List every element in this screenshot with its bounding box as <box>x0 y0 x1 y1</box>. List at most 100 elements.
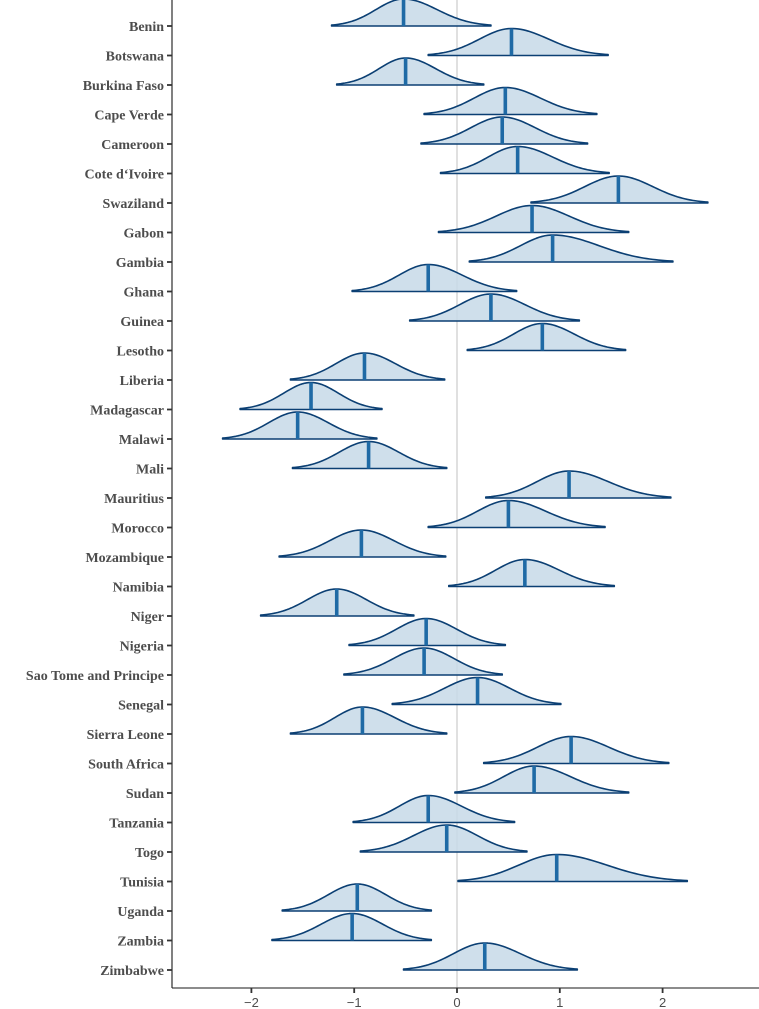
density-outline-gabon <box>437 204 630 234</box>
ridge-namibia <box>447 558 616 588</box>
country-label-togo: Togo <box>135 846 164 861</box>
ridge-tunisia <box>457 853 689 883</box>
ridge-south-africa <box>482 735 670 765</box>
density-area-botswana <box>428 28 609 56</box>
ridge-sierra-leone <box>289 706 448 735</box>
x-tick-label-4: 2 <box>659 995 666 1009</box>
ridge-madagascar <box>239 381 383 411</box>
density-outline-south-africa <box>482 735 670 765</box>
ridge-mauritius <box>484 470 672 499</box>
country-label-niger: Niger <box>131 610 164 625</box>
ridge-cote-d-ivoire <box>439 145 610 175</box>
density-area-lesotho <box>467 323 626 351</box>
density-area-tanzania <box>353 795 515 823</box>
ridge-zimbabwe <box>402 942 579 971</box>
density-outline-liberia <box>289 352 446 381</box>
density-outline-morocco <box>427 499 606 529</box>
density-outline-gambia <box>468 234 674 263</box>
country-label-gambia: Gambia <box>116 256 164 271</box>
country-label-zambia: Zambia <box>117 935 164 950</box>
country-label-benin: Benin <box>129 20 164 35</box>
country-label-burkina-faso: Burkina Faso <box>83 79 164 94</box>
country-label-madagascar: Madagascar <box>90 404 164 419</box>
country-label-lesotho: Lesotho <box>117 345 164 360</box>
ridge-nigeria <box>348 617 507 647</box>
ridge-gambia <box>468 234 674 263</box>
density-area-ghana <box>352 264 517 292</box>
density-area-burkina-faso <box>336 58 484 85</box>
ridge-niger <box>259 588 415 617</box>
ridge-morocco <box>427 499 606 529</box>
density-outline-nigeria <box>348 617 507 647</box>
country-label-namibia: Namibia <box>113 581 164 596</box>
ridge-swaziland <box>530 175 709 204</box>
ridge-mali <box>291 440 448 470</box>
density-outline-cameroon <box>420 116 589 145</box>
x-tick-label-2: 0 <box>453 995 460 1009</box>
country-label-sudan: Sudan <box>126 787 164 802</box>
density-outline-burkina-faso <box>335 57 485 86</box>
density-area-mauritius <box>485 471 671 498</box>
ridge-guinea <box>408 293 581 322</box>
country-label-tanzania: Tanzania <box>109 817 164 832</box>
ridge-botswana <box>427 27 609 57</box>
country-label-uganda: Uganda <box>117 905 164 920</box>
density-area-sierra-leone <box>290 707 447 734</box>
ridge-liberia <box>289 352 446 381</box>
country-label-sierra-leone: Sierra Leone <box>87 728 164 743</box>
density-area-cote-d-ivoire <box>440 146 610 174</box>
country-label-south-africa: South Africa <box>88 758 164 773</box>
ridge-togo <box>359 824 528 853</box>
ridge-senegal <box>391 676 562 706</box>
country-label-nigeria: Nigeria <box>120 640 164 655</box>
country-label-guinea: Guinea <box>120 315 164 330</box>
density-outline-ghana <box>351 263 518 293</box>
density-area-namibia <box>448 559 615 587</box>
ridge-ghana <box>351 263 518 293</box>
y-axis-ticks: Benin Botswana Burkina Faso Cape Verde Camer… <box>26 20 172 979</box>
country-label-malawi: Malawi <box>119 433 164 448</box>
density-outline-sudan <box>454 765 630 794</box>
density-area-gambia <box>469 235 673 262</box>
country-label-morocco: Morocco <box>111 522 164 537</box>
country-label-cameroon: Cameroon <box>101 138 164 153</box>
ridge-burkina-faso <box>335 57 485 86</box>
country-label-mauritius: Mauritius <box>104 492 164 507</box>
density-area-morocco <box>428 500 606 528</box>
ridge-zambia <box>271 912 433 942</box>
ridge-tanzania <box>352 794 516 824</box>
density-outline-guinea <box>408 293 581 322</box>
x-tick-label-3: 1 <box>556 995 563 1009</box>
ridge-lesotho <box>466 322 627 352</box>
density-area-liberia <box>290 353 445 380</box>
country-label-senegal: Senegal <box>118 699 164 714</box>
density-outline-cape-verde <box>423 86 598 116</box>
country-label-zimbabwe: Zimbabwe <box>100 964 164 979</box>
country-label-gabon: Gabon <box>124 227 165 242</box>
ridges-group <box>221 0 709 971</box>
x-axis-ticks: −2 −1 0 1 2 <box>244 988 666 1009</box>
density-outline-lesotho <box>466 322 627 352</box>
country-label-liberia: Liberia <box>120 374 164 389</box>
density-outline-tanzania <box>352 794 516 824</box>
density-area-malawi <box>222 412 377 439</box>
density-area-south-africa <box>483 736 669 764</box>
density-area-sudan <box>454 766 629 793</box>
density-outline-sierra-leone <box>289 706 448 735</box>
density-outline-mali <box>291 440 448 470</box>
ridge-benin <box>330 0 492 27</box>
density-outline-zimbabwe <box>402 942 579 971</box>
country-label-cote-d-ivoire: Cote d‘Ivoire <box>85 168 164 183</box>
country-label-mozambique: Mozambique <box>85 551 164 566</box>
country-label-sao-tome-and-principe: Sao Tome and Principe <box>26 669 164 684</box>
density-outline-namibia <box>447 558 616 588</box>
density-outline-togo <box>359 824 528 853</box>
density-area-cape-verde <box>424 87 597 115</box>
ridge-malawi <box>221 411 378 440</box>
x-tick-label-1: −1 <box>347 995 362 1009</box>
ridge-sao-tome-and-principe <box>343 647 504 676</box>
density-outline-botswana <box>427 27 609 57</box>
country-label-tunisia: Tunisia <box>120 876 164 891</box>
